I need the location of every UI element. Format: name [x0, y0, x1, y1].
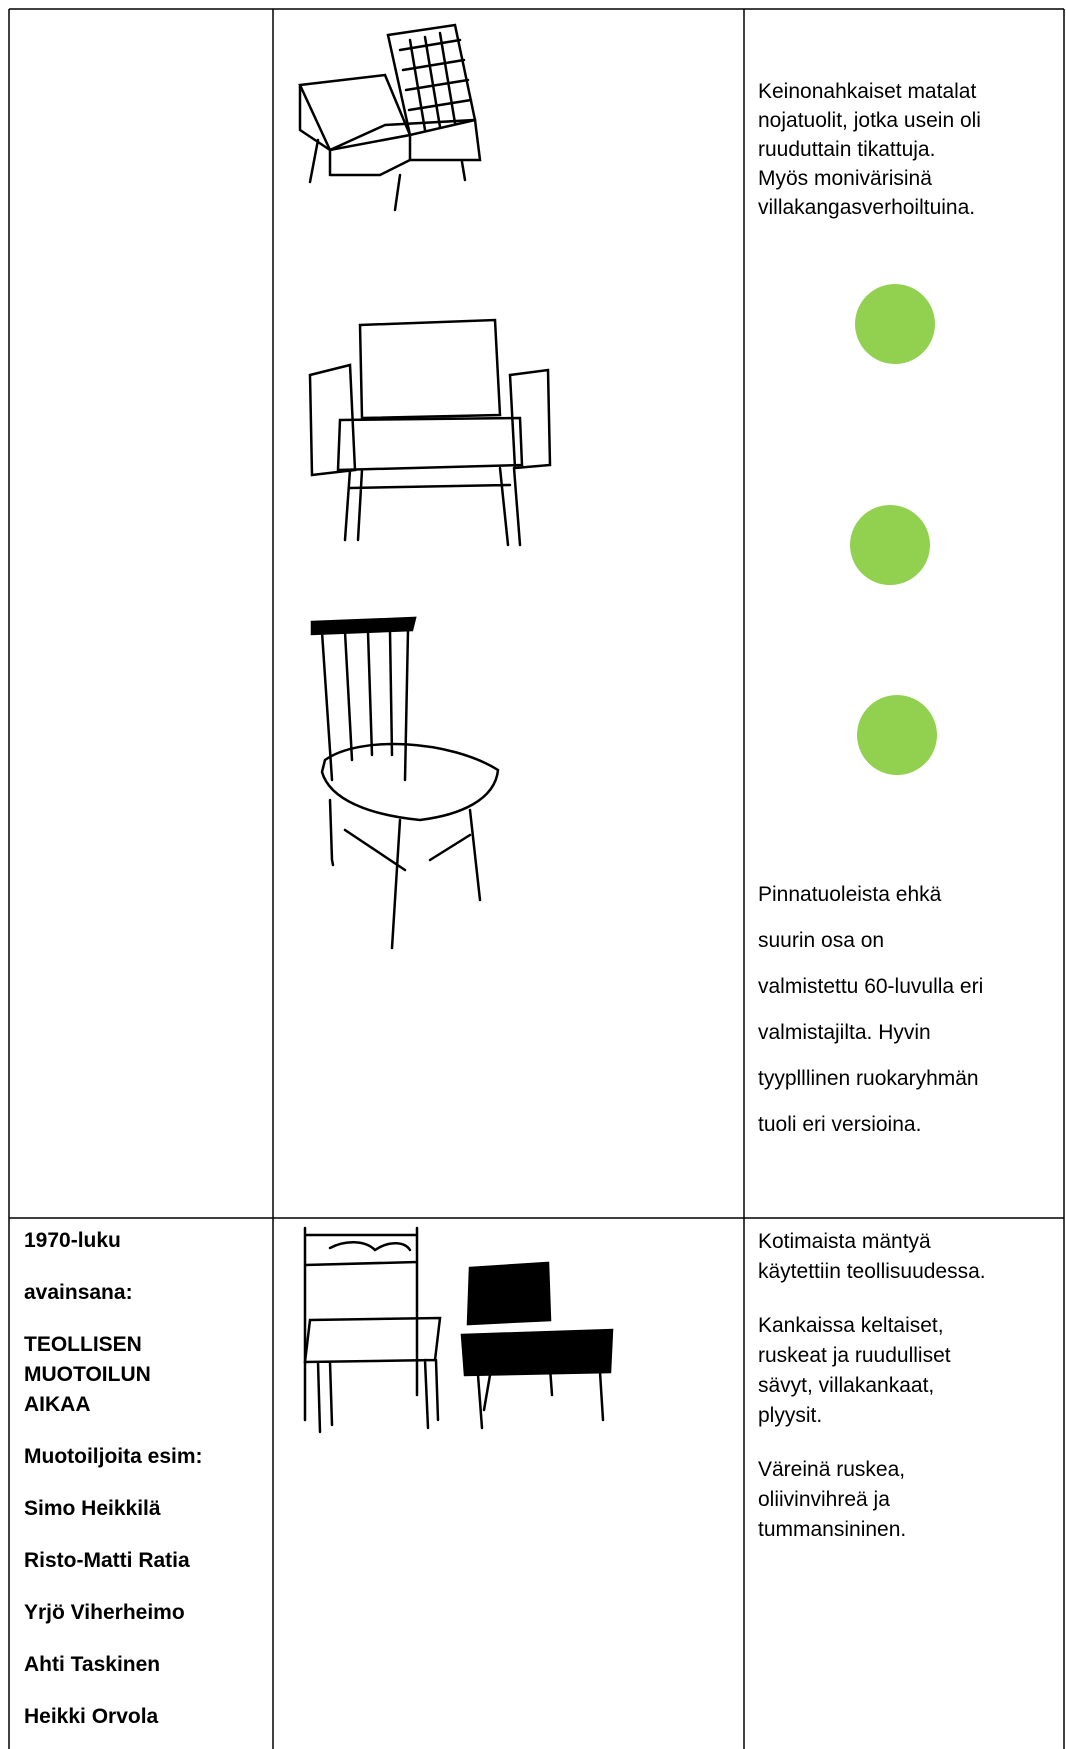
paragraph: Muotoiljoita esim: [24, 1442, 203, 1472]
text-line: Keinonahkaiset matalat [758, 80, 977, 103]
text-line: nojatuolit, jotka usein oli [758, 109, 981, 132]
text-line: 1970-luku [24, 1229, 121, 1252]
paragraph: Yrjö Viherheimo [24, 1598, 185, 1628]
paragraph: TEOLLISEN MUOTOILUN AIKAA [24, 1330, 151, 1420]
text-line: plyysit. [758, 1404, 823, 1427]
paragraph: Ahti Taskinen [24, 1650, 160, 1680]
green-dots [850, 284, 937, 775]
text-line: Väreinä ruskea, [758, 1458, 906, 1481]
text-line: valmistettu 60-luvulla eri [758, 975, 984, 998]
text-line: sävyt, villakankaat, [758, 1374, 935, 1397]
paragraph: Simo Heikkilä [24, 1494, 161, 1524]
text-line: valmistajilta. Hyvin [758, 1021, 931, 1044]
text-line: käytettiin teollisuudessa. [758, 1260, 986, 1283]
text-line: MUOTOILUN [24, 1363, 151, 1386]
text-line: Kotimaista mäntyä [758, 1230, 931, 1253]
text-line: suurin osa on [758, 929, 885, 952]
text-line: tummansininen. [758, 1518, 907, 1541]
paragraph: Väreinä ruskea, oliivinvihreä ja tummansin… [758, 1455, 906, 1545]
paragraph: Risto-Matti Ratia [24, 1546, 190, 1576]
note: Keinonahkaiset matalat nojatuolit, jotka … [758, 77, 981, 222]
paragraph: Kotimaista mäntyä käytettiin teollisuudes… [758, 1227, 986, 1287]
chair-sketches [298, 23, 614, 1434]
text-line: Risto-Matti Ratia [24, 1549, 190, 1572]
text-line: Simo Heikkilä [24, 1497, 161, 1520]
text-line: Pinnatuoleista ehkä [758, 883, 942, 906]
paragraph: avainsana: [24, 1278, 133, 1308]
text-line: ruskeat ja ruudulliset [758, 1344, 951, 1367]
paragraph: 1970-luku [24, 1226, 121, 1256]
text-line: oliivinvihreä ja [758, 1488, 890, 1511]
table-grid [8, 8, 1065, 1749]
text-line: Muotoiljoita esim: [24, 1445, 203, 1468]
text-line: Heikki Orvola [24, 1705, 159, 1728]
text-line: villakangasverhoiltuina. [758, 196, 976, 219]
text-line: Yrjö Viherheimo [24, 1601, 185, 1624]
text-line: AIKAA [24, 1393, 91, 1416]
paragraph: Heikki Orvola [24, 1702, 158, 1732]
text-line: Myös monivärisinä [758, 167, 932, 190]
paragraph: Kankaissa keltaiset, ruskeat ja ruudullis… [758, 1311, 951, 1431]
text-line: ruuduttain tikattuja. [758, 138, 936, 161]
note: Pinnatuoleista ehkä suurin osa on valmiste… [758, 872, 983, 1148]
text-line: Kankaissa keltaiset, [758, 1314, 944, 1337]
text-line: TEOLLISEN [24, 1333, 142, 1356]
text-line: Ahti Taskinen [24, 1653, 161, 1676]
text-line: avainsana: [24, 1281, 133, 1304]
text-line: tuoli eri versioina. [758, 1113, 922, 1136]
text-line: tyyplllinen ruokaryhmän [758, 1067, 979, 1090]
